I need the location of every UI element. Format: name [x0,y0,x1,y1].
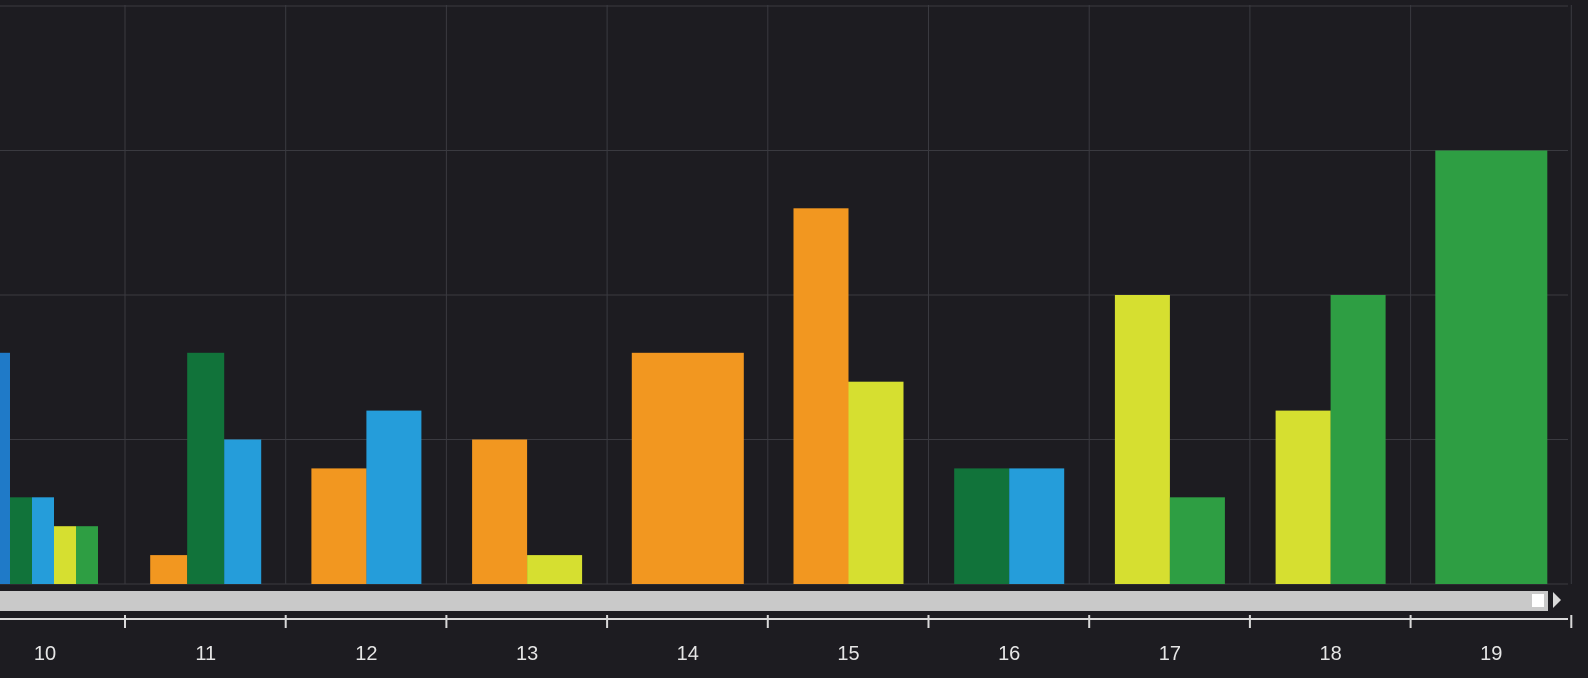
bar-18-1[interactable] [1331,295,1386,584]
x-tick-label-11: 11 [195,643,216,665]
bar-14-0[interactable] [632,353,744,584]
bar-12-0[interactable] [311,468,366,584]
bars [0,151,1547,585]
bar-10-0[interactable] [0,353,10,584]
bar-12-1[interactable] [366,411,421,584]
bar-15-0[interactable] [794,208,849,584]
bar-10-4[interactable] [76,526,98,584]
x-tick-label-10: 10 [34,643,56,665]
x-tick-label-13: 13 [516,643,538,665]
bar-15-1[interactable] [849,382,904,584]
bar-11-1[interactable] [187,353,224,584]
bar-19-0[interactable] [1435,151,1547,585]
scrollbar-thumb-icon[interactable] [1532,594,1544,607]
bar-10-1[interactable] [10,497,32,584]
bar-16-1[interactable] [1009,468,1064,584]
bar-11-0[interactable] [150,555,187,584]
scrollbar-track[interactable] [0,591,1548,611]
bar-17-1[interactable] [1170,497,1225,584]
bar-16-0[interactable] [954,468,1009,584]
x-tick-label-14: 14 [677,643,699,665]
x-tick-label-16: 16 [998,643,1020,665]
bar-10-2[interactable] [32,497,54,584]
x-tick-label-17: 17 [1159,643,1181,665]
x-tick-label-18: 18 [1319,643,1341,665]
horizontal-scrollbar[interactable] [0,591,1561,611]
x-tick-label-12: 12 [355,643,377,665]
bar-10-3[interactable] [54,526,76,584]
x-tick-label-19: 19 [1480,643,1502,665]
x-axis-ticks: 10 11 12 13 14 15 16 17 18 19 [34,615,1571,665]
bar-18-0[interactable] [1276,411,1331,584]
x-tick-label-15: 15 [837,643,859,665]
scroll-right-arrow-icon[interactable] [1553,592,1561,608]
bar-13-0[interactable] [472,440,527,585]
bar-11-2[interactable] [224,440,261,585]
bar-17-0[interactable] [1115,295,1170,584]
bar-13-1[interactable] [527,555,582,584]
